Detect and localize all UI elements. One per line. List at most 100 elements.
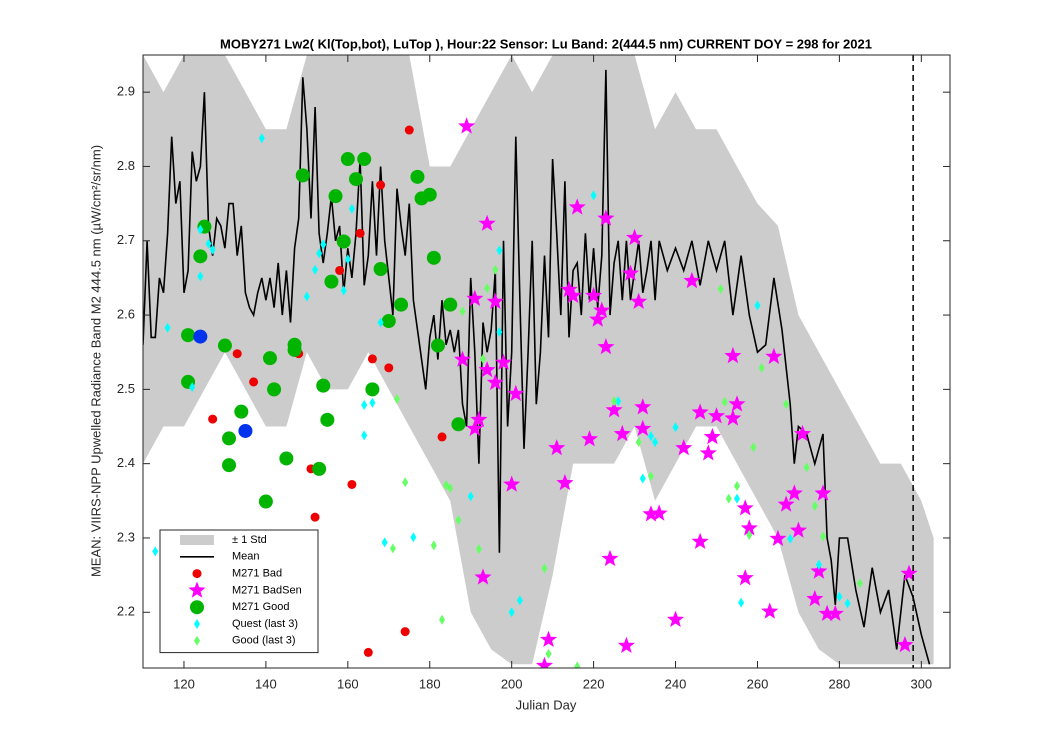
legend-box [159,529,319,654]
point [316,248,323,259]
point [478,361,496,378]
y-tick-label: 2.2 [117,604,135,619]
point [545,648,552,659]
point [467,491,474,502]
point [373,261,388,276]
point [267,382,282,397]
point [699,444,717,461]
point [630,292,648,309]
point [733,480,740,491]
point [357,152,372,167]
mean-line [143,69,931,665]
legend-label: M271 BadSen [232,584,302,596]
point [635,437,642,448]
point [410,532,417,543]
point [746,529,753,540]
point [232,349,242,359]
point [484,283,491,294]
x-tick-label: 260 [747,676,769,691]
point [647,471,654,482]
point [496,327,503,338]
point [492,264,499,275]
point [336,234,351,249]
point [691,532,709,549]
point [426,250,441,265]
point [717,284,724,295]
point [189,382,196,393]
point [394,297,409,312]
point [736,499,754,516]
point [347,479,357,489]
point [626,228,644,246]
x-tick-label: 240 [665,676,687,691]
point [707,407,726,424]
point [806,589,824,607]
point [494,353,512,370]
y-axis-label: MEAN: VIIRS-NPP Upwelled Radiance Band M… [88,145,103,577]
point [611,396,618,407]
point [900,564,918,581]
point [262,351,277,366]
point [437,432,447,442]
point [740,519,758,536]
point [581,430,599,447]
legend-swatch [180,535,214,545]
x-tick-label: 300 [910,676,932,691]
point [474,568,492,585]
point [667,610,685,627]
point [560,280,578,298]
point [650,504,668,521]
point [811,501,818,512]
point [455,515,462,526]
point [249,377,259,387]
point [508,607,515,618]
point [769,529,787,546]
point [725,493,732,504]
point [675,439,693,456]
point [617,636,635,653]
point [639,473,646,484]
point [856,578,863,589]
axes-box [142,54,951,669]
point [777,495,795,512]
point [486,292,504,309]
x-axis-label: Julian Day [516,697,577,712]
point [787,533,794,544]
point [443,480,450,491]
point [393,394,400,405]
point [194,635,200,646]
point [672,422,679,433]
point [597,338,615,355]
point [324,274,339,289]
x-tick-label: 280 [829,676,851,691]
point [642,505,660,522]
point [208,414,218,424]
point [188,581,206,598]
chart-title: MOBY271 Lw2( Kl(Top,bot), LuTop ), Hour:… [220,36,872,51]
point [568,198,586,215]
point [361,399,368,410]
x-tick-label: 180 [419,676,441,691]
point [803,462,810,473]
point [222,431,237,446]
point [844,598,851,609]
point [287,337,302,352]
point [634,419,652,436]
point [585,286,603,303]
x-tick-label: 220 [583,676,605,691]
point [192,569,202,579]
plot-content [143,55,934,668]
legend: ± 1 Std Mean M271 Bad M271 BadSen M271 Good Q… [159,529,319,654]
point [335,265,345,275]
point [234,404,249,419]
point [344,254,351,265]
point [593,301,611,318]
point [422,187,437,202]
point [355,228,365,238]
point [589,310,607,327]
point [507,384,525,402]
point [190,600,204,615]
x-tick-label: 140 [255,676,277,691]
point [454,350,472,367]
point [765,347,783,364]
